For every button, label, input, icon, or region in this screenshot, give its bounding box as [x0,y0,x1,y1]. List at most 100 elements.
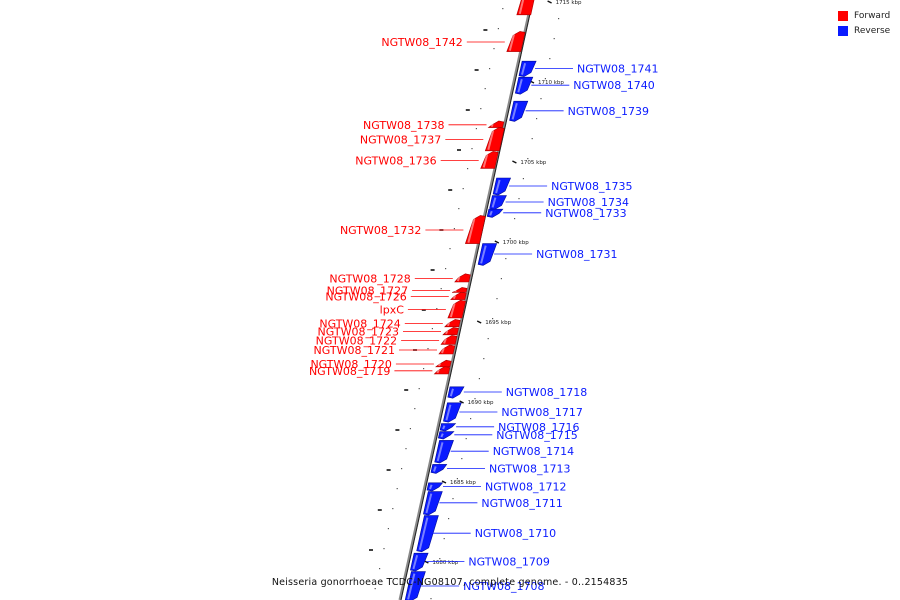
gene-block [506,31,526,52]
tick-label: 1705 kbp [520,160,546,166]
gene-block [442,327,459,336]
genome-axis-edge [400,0,534,600]
gene-ngtw08-1734[interactable] [489,195,507,210]
gene-ngtw08-1738[interactable] [487,120,505,128]
tick-mark [424,560,429,564]
gene-label: NGTW08_1733 [545,207,626,220]
gene-ngtw08-1716[interactable] [439,423,457,432]
ruler-dot [540,98,542,100]
ruler-dot [440,288,442,290]
gene-ngtw08-1740[interactable] [514,76,534,95]
gene-label: NGTW08_1723 [318,326,399,339]
ruler-dot [458,208,460,210]
gene-shine [480,245,487,264]
gene-ngtw08-1739[interactable] [509,100,529,122]
gene-shine [440,433,444,438]
ruler-dot [430,598,432,600]
gene-ngtw08-1732[interactable] [464,215,486,244]
gene-ngtw08-1710[interactable] [416,515,439,553]
gene-ngtw08-1709[interactable] [410,552,429,572]
gene-shine [490,123,494,128]
gene-shine [449,302,456,318]
gene-block [484,127,505,152]
gene-ngtw08-1728[interactable] [454,273,471,283]
gene-ngtw08-1712[interactable] [426,482,444,492]
ruler-dot [443,538,445,540]
gene-shine [489,210,493,216]
gene-ngtw08-1722[interactable] [440,335,458,345]
gene-ngtw08-1737[interactable] [484,127,505,152]
gene-ngtw08-1742[interactable] [506,31,526,52]
ruler-dot [514,218,516,220]
genome-axis [398,0,534,600]
ruler-dot [522,178,524,180]
gene-ngtw08-1714[interactable] [434,440,454,464]
gene-shine [436,442,444,462]
ruler-dot [418,388,420,390]
gene-shine [433,466,437,472]
gene-ngtw08-1713[interactable] [430,464,448,474]
gene-block [464,215,486,244]
gene-ngtw08-1731[interactable] [477,243,498,266]
ruler-dot [445,268,447,270]
gene-ngtw08-1727[interactable] [452,287,468,293]
ruler-dot [471,148,473,150]
tick-mark [494,240,500,244]
gene-label: NGTW08_1710 [475,527,556,540]
gene-label: NGTW08_1740 [573,79,654,92]
gene-ngtw08-1720[interactable] [435,359,452,368]
gene-shine [449,388,454,397]
gene-block [437,431,455,440]
gene-ngtw08-1726[interactable] [450,291,467,300]
gene-block [416,515,439,553]
ruler-dot [461,458,463,460]
gene-ngtw08-1719[interactable] [433,366,451,375]
ruler-dot [439,558,441,560]
gene-block [454,273,471,283]
gene-unnamed[interactable] [516,0,539,16]
gene-shine [407,573,416,600]
tick-mark [512,160,517,164]
gene-ngtw08-1721[interactable] [438,344,456,355]
reverse-swatch [838,25,848,36]
ruler-dot [496,298,498,300]
gene-ngtw08-1733[interactable] [486,208,504,218]
gene-shine [412,554,419,570]
legend-item-reverse: Reverse [838,23,890,38]
axis-layer [398,0,534,600]
tick-mark [441,480,447,484]
gene-ngtw08-1736[interactable] [480,151,499,169]
ruler-dot [456,478,458,480]
gene-ngtw08-1708[interactable] [404,571,426,600]
gene-ngtw08-1724[interactable] [444,319,461,328]
ruler-dot [475,128,477,130]
gene-ngtw08-1711[interactable] [423,491,443,516]
gene-label: NGTW08_1721 [314,344,395,357]
gene-shine [482,154,489,168]
ruler-dot [493,48,495,50]
gene-label: NGTW08_1720 [310,358,391,371]
gene-lpxc[interactable] [447,299,466,319]
gene-block [452,287,468,293]
gene-block [430,464,448,474]
gene-ngtw08-1717[interactable] [443,402,462,423]
label-layer: NGTW08_1742 NGTW08_1741 NGTW08_1740 NGTW08_… [309,36,659,593]
gene-ngtw08-1741[interactable] [518,60,537,77]
ruler-dot [379,568,381,570]
tick-mark [547,0,552,4]
ruler-dot [505,258,507,260]
legend-label-forward: Forward [854,10,891,21]
ruler-dot [484,88,486,90]
ruler-dot [449,248,451,250]
tick-label: 1715 kbp [556,0,582,6]
gene-ngtw08-1723[interactable] [442,327,459,336]
ruler-dot [489,68,491,70]
gene-layer [404,0,539,600]
gene-ngtw08-1718[interactable] [447,386,465,399]
gene-shine [456,276,461,282]
gene-ngtw08-1735[interactable] [492,177,512,196]
gene-block [435,359,452,368]
gene-ngtw08-1715[interactable] [437,431,455,440]
ruler-dot [387,528,389,530]
ruler-dot [423,368,425,370]
